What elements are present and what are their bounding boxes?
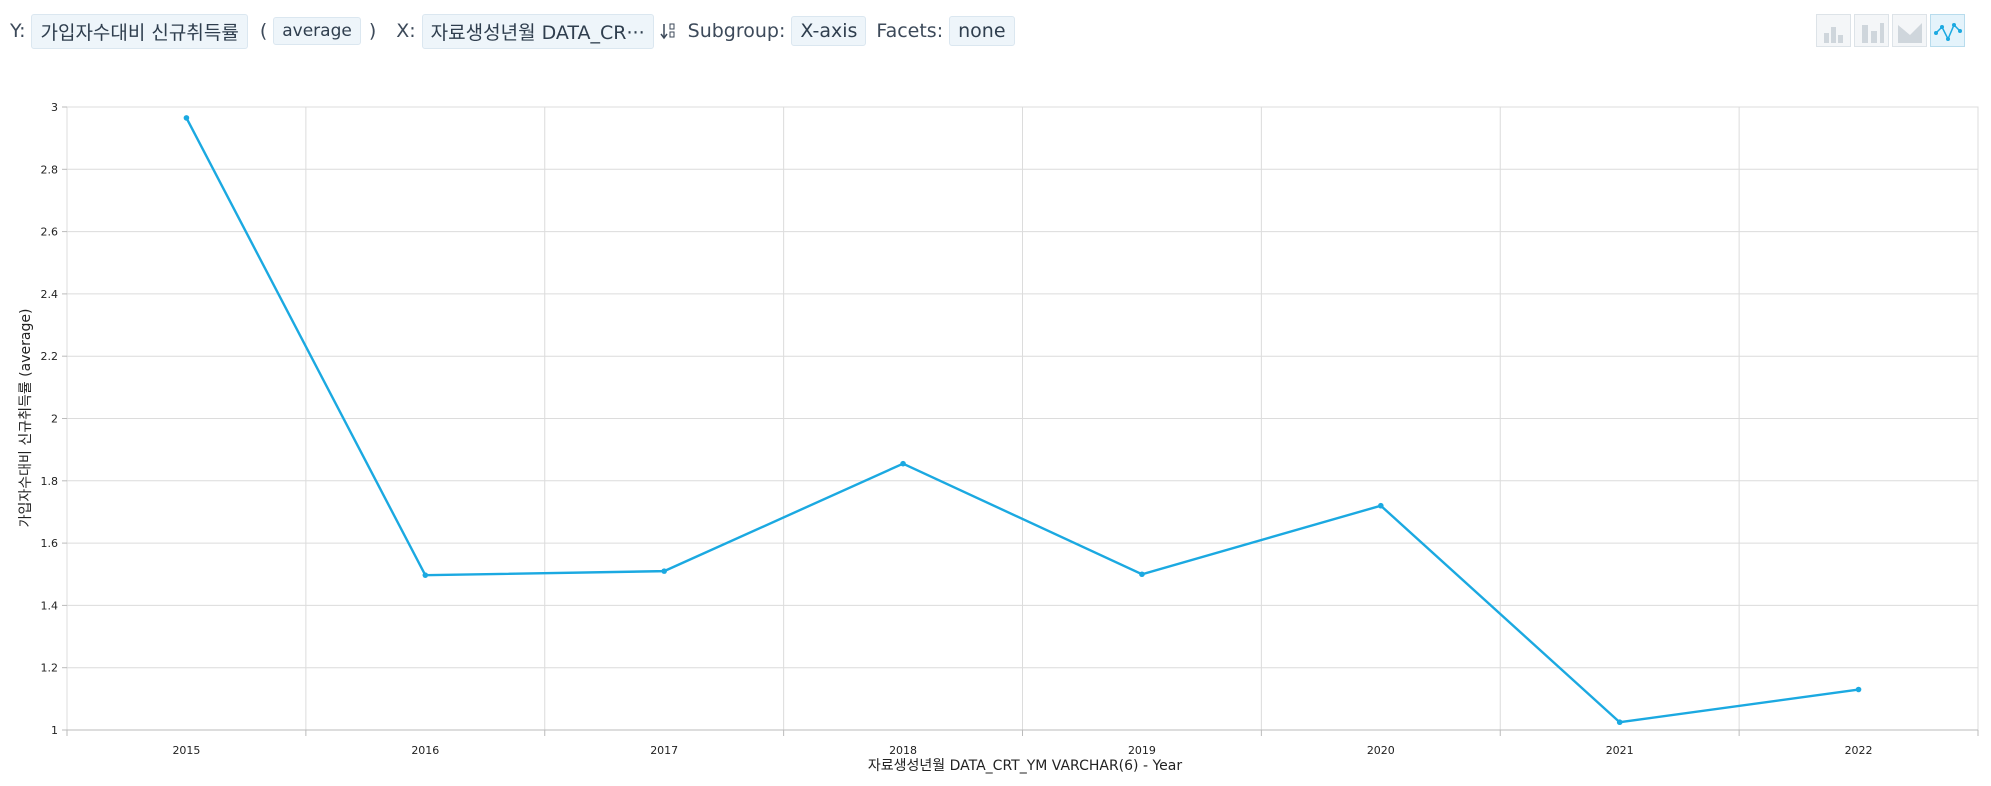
area-chart-icon[interactable] bbox=[1892, 14, 1927, 47]
x-tick-label: 2015 bbox=[172, 744, 200, 757]
column-chart-icon[interactable] bbox=[1854, 14, 1889, 47]
sort-icon[interactable] bbox=[660, 20, 676, 42]
point bbox=[1616, 719, 1623, 726]
plot-frame bbox=[66, 106, 1979, 731]
x-tick-label: 2019 bbox=[1128, 744, 1156, 757]
x-tick-label: 2016 bbox=[411, 744, 439, 757]
x-axis-title: 자료생성년월 DATA_CRT_YM VARCHAR(6) - Year bbox=[868, 758, 1182, 774]
point bbox=[900, 460, 906, 467]
y-tick-label: 2.2 bbox=[41, 350, 59, 363]
y-field-select[interactable]: 가입자수대비 신규취득률 bbox=[31, 13, 248, 49]
y-tick-label: 2.4 bbox=[41, 288, 59, 301]
y-tick-label: 1.4 bbox=[41, 599, 59, 612]
bar-chart-icon[interactable] bbox=[1816, 14, 1851, 47]
facets-label: Facets: bbox=[876, 20, 944, 42]
x-tick-label: 2018 bbox=[889, 744, 917, 757]
point bbox=[661, 568, 667, 574]
point bbox=[1378, 502, 1384, 509]
x-tick-label: 2020 bbox=[1367, 744, 1395, 757]
aggregation-select[interactable]: average bbox=[273, 17, 361, 45]
y-tick-label: 2.8 bbox=[41, 163, 59, 176]
y-tick-label: 3 bbox=[51, 101, 58, 114]
y-label: Y: bbox=[10, 20, 26, 42]
y-tick-label: 2.6 bbox=[41, 226, 59, 239]
paren: ( bbox=[259, 20, 268, 42]
x-label: X: bbox=[396, 20, 416, 42]
y-tick-label: 1.8 bbox=[41, 475, 59, 488]
line bbox=[185, 117, 1859, 724]
paren: ) bbox=[368, 20, 377, 42]
y-tick-label: 2 bbox=[51, 413, 58, 426]
subgroup-select[interactable]: X-axis bbox=[791, 16, 867, 46]
point bbox=[422, 572, 429, 578]
y-tick-label: 1 bbox=[51, 724, 58, 737]
x-field-select[interactable]: 자료생성년월 DATA_CR··· bbox=[421, 13, 654, 49]
line-chart-icon[interactable] bbox=[1930, 14, 1965, 47]
x-tick-label: 2022 bbox=[1845, 744, 1873, 757]
subgroup-label: Subgroup: bbox=[687, 20, 786, 42]
point bbox=[1139, 571, 1145, 578]
point bbox=[1855, 686, 1862, 693]
y-tick-label: 1.6 bbox=[41, 537, 59, 550]
facets-select[interactable]: none bbox=[949, 16, 1015, 46]
toolbar: Y: 가입자수대비 신규취득률 ( average ) X: 자료생성년월 DA… bbox=[10, 13, 1025, 49]
y-axis-title: 가입자수대비 신규취득률 (average) bbox=[18, 309, 34, 528]
chart-type-icons bbox=[1816, 14, 1965, 47]
y-tick-label: 1.2 bbox=[41, 662, 59, 675]
x-tick-label: 2021 bbox=[1606, 744, 1634, 757]
x-tick-label: 2017 bbox=[650, 744, 678, 757]
point bbox=[183, 115, 190, 121]
